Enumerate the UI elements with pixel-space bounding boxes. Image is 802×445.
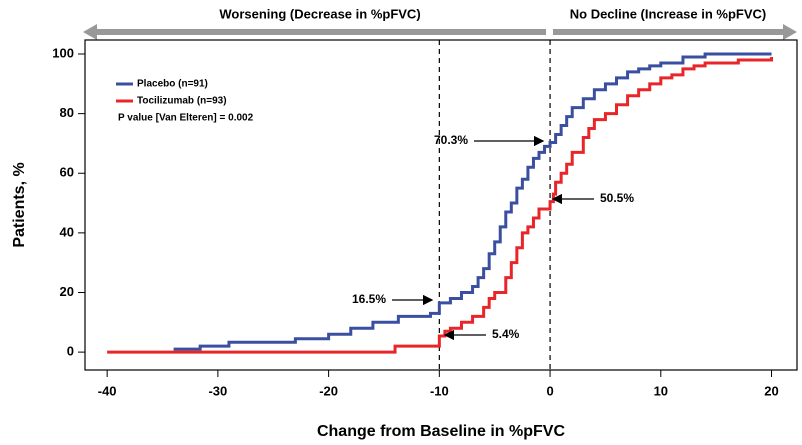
header-left: Worsening (Decrease in %pFVC) — [219, 6, 420, 21]
x-tick-label: 0 — [546, 383, 553, 398]
y-tick-label: 20 — [60, 284, 74, 299]
annotation: 50.5% — [600, 191, 634, 205]
header-arrow-right — [553, 24, 797, 40]
annotation: 70.3% — [434, 133, 468, 147]
y-tick-label: 0 — [67, 344, 74, 359]
x-tick-label: -30 — [208, 383, 227, 398]
x-tick-label: -10 — [430, 383, 449, 398]
y-tick-label: 80 — [60, 105, 74, 120]
plot-frame — [84, 39, 798, 371]
y-axis-label: Patients, % — [11, 162, 28, 247]
y-tick-label: 100 — [52, 45, 74, 60]
header-right: No Decline (Increase in %pFVC) — [570, 6, 767, 21]
y-tick-label: 60 — [60, 165, 74, 180]
x-tick-label: -20 — [319, 383, 338, 398]
x-tick-label: 10 — [654, 383, 668, 398]
x-axis-label: Change from Baseline in %pFVC — [317, 423, 565, 440]
x-tick-label: -40 — [98, 383, 117, 398]
header-arrow-left — [83, 24, 546, 40]
y-tick-label: 40 — [60, 224, 74, 239]
step-line — [173, 52, 772, 351]
annotation: 5.4% — [492, 327, 520, 341]
legend-note: P value [Van Elteren] = 0.002 — [118, 113, 254, 124]
x-tick-label: 20 — [764, 383, 778, 398]
annotation: 16.5% — [352, 292, 386, 306]
legend-label: Placebo (n=91) — [137, 79, 208, 90]
legend-label: Tocilizumab (n=93) — [137, 96, 227, 107]
